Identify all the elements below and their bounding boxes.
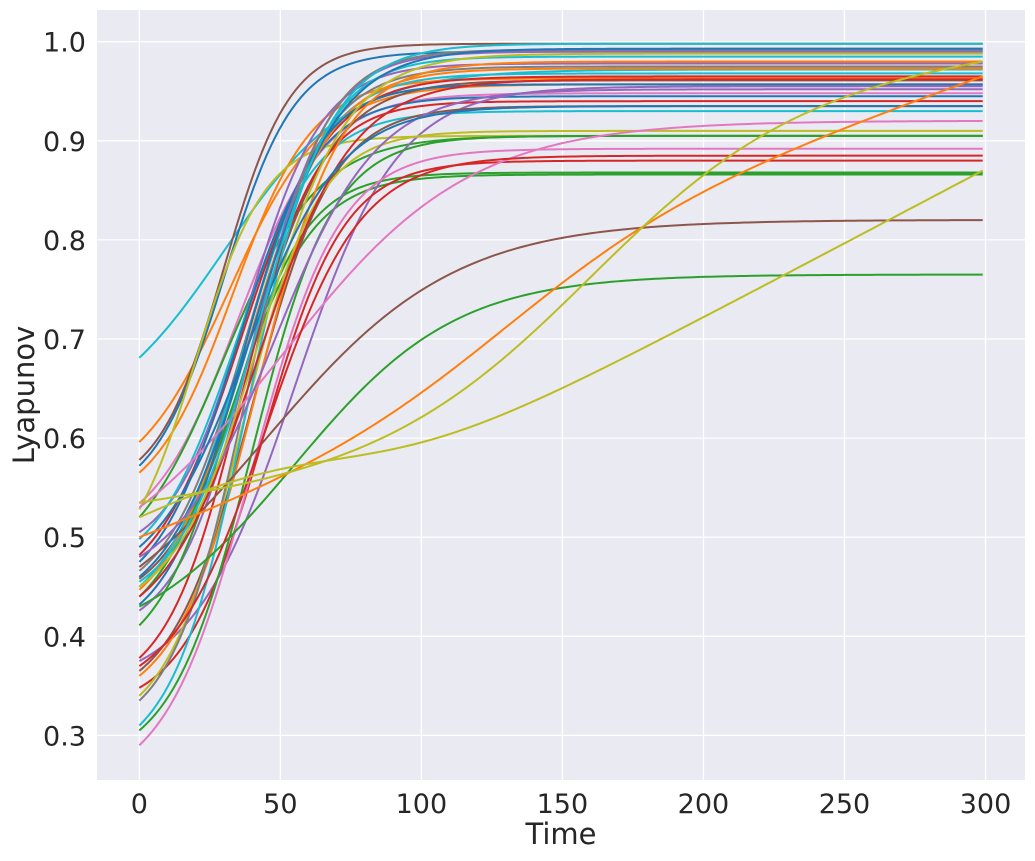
series-line-25	[138, 159, 983, 689]
series-line-34	[138, 78, 983, 598]
series-line-42	[139, 60, 983, 504]
y-tick-label: 1.0	[43, 28, 86, 59]
series-line-9	[138, 62, 983, 534]
y-tick-label: 0.4	[43, 622, 86, 653]
series-line-18	[138, 83, 983, 606]
x-tick-label: 50	[263, 789, 297, 820]
series-line-33	[138, 47, 983, 578]
series-line-43	[138, 169, 984, 519]
x-tick-labels: 0 50 100 150 200 250 300	[131, 789, 1012, 820]
series-lines	[138, 42, 984, 747]
series-line-30	[138, 147, 983, 747]
series-line-15	[138, 72, 983, 588]
series-line-22	[138, 85, 983, 662]
series-line-19	[138, 50, 983, 612]
x-tick-label: 250	[819, 789, 871, 820]
y-tick-label: 0.3	[43, 721, 86, 752]
y-tick-label: 0.8	[43, 226, 86, 257]
series-line-38	[138, 105, 983, 548]
y-tick-label: 0.7	[43, 325, 86, 356]
y-tick-label: 0.6	[43, 424, 86, 455]
series-line-41	[138, 75, 984, 539]
series-line-28	[138, 55, 983, 727]
series-line-26	[138, 129, 983, 697]
series-line-12	[138, 95, 983, 563]
x-tick-label: 100	[396, 789, 448, 820]
series-line-17	[138, 173, 983, 598]
series-line-36	[138, 88, 983, 558]
x-tick-label: 0	[131, 789, 148, 820]
series-line-35	[138, 119, 983, 509]
series-line-31	[138, 219, 983, 568]
series-line-32	[138, 273, 983, 608]
series-line-39	[138, 154, 983, 667]
series-line-24	[138, 60, 983, 677]
y-tick-label: 0.5	[43, 523, 86, 554]
grid-lines	[97, 10, 1025, 780]
x-tick-label: 300	[960, 789, 1012, 820]
series-line-37	[138, 52, 983, 588]
x-axis-label: Time	[525, 817, 597, 851]
series-line-40	[138, 42, 983, 583]
y-tick-labels: 0.3 0.4 0.5 0.6 0.7 0.8 0.9 1.0	[43, 28, 86, 753]
x-tick-label: 150	[537, 789, 589, 820]
series-line-29	[138, 134, 983, 732]
y-axis-label: Lyapunov	[7, 326, 41, 465]
y-tick-label: 0.9	[43, 127, 86, 158]
x-tick-label: 200	[678, 789, 730, 820]
series-line-6	[138, 92, 983, 505]
series-line-21	[138, 100, 983, 659]
